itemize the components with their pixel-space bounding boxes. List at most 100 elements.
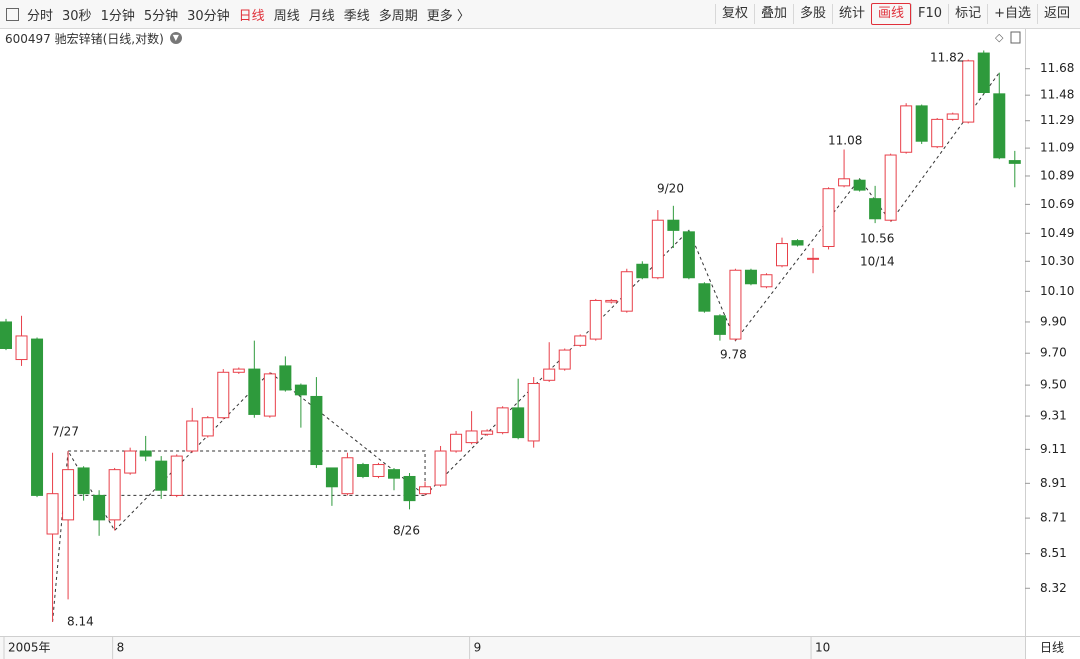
candle-body <box>791 240 804 246</box>
y-tick-label: 9.11 <box>1040 442 1067 456</box>
candle-body <box>682 231 695 279</box>
annotation: 9.78 <box>720 348 747 362</box>
candle-body <box>325 467 338 488</box>
candle-body <box>776 243 788 267</box>
candle-body <box>388 469 400 479</box>
tool-buttons: 复权 叠加 多股 统计 画线 F10 标记 +自选 返回 <box>714 0 1076 28</box>
y-tick-label: 8.91 <box>1040 476 1067 490</box>
y-tick-label: 8.32 <box>1040 581 1067 595</box>
candle-body <box>139 450 152 457</box>
candle-body <box>155 460 168 491</box>
x-tick-label: 10 <box>815 641 830 655</box>
candle-body <box>993 93 1006 159</box>
candle-body <box>574 335 587 346</box>
candle-body <box>838 178 851 187</box>
period-tab[interactable]: 30秒 <box>62 8 92 24</box>
candle-body <box>869 198 882 220</box>
y-tick-label: 11.68 <box>1040 61 1074 75</box>
candle-body <box>186 420 199 452</box>
y-tick-label: 9.90 <box>1040 314 1067 328</box>
tool-button[interactable]: 返回 <box>1036 4 1076 24</box>
period-tab[interactable]: 30分钟 <box>187 8 230 24</box>
period-tab[interactable]: 季线 <box>343 8 370 24</box>
tool-button[interactable]: 统计 <box>832 4 871 24</box>
diamond-icon[interactable]: ◇ <box>995 31 1004 44</box>
period-tab[interactable]: 分时 <box>27 8 54 24</box>
window-icon[interactable] <box>1010 31 1021 44</box>
y-tick-label: 11.09 <box>1040 141 1074 155</box>
annotation: 11.08 <box>828 134 862 148</box>
candle-body <box>853 179 866 191</box>
toggle-icon[interactable] <box>6 7 19 21</box>
tool-button[interactable]: 叠加 <box>753 4 793 24</box>
y-tick-label: 9.50 <box>1040 378 1067 392</box>
y-tick-label: 8.71 <box>1040 511 1067 525</box>
candle-body <box>915 105 928 142</box>
tool-button[interactable]: 多股 <box>792 4 832 24</box>
candle-body <box>93 494 106 521</box>
candle-body <box>46 493 59 535</box>
period-tab[interactable]: 月线 <box>308 8 335 24</box>
y-tick-label: 9.31 <box>1040 409 1067 423</box>
annotation: 7/27 <box>52 425 79 439</box>
candle-body <box>760 274 773 288</box>
candle-body <box>108 469 121 521</box>
candle-body <box>170 455 183 496</box>
y-tick-label: 10.69 <box>1040 197 1074 211</box>
candle-body <box>543 368 556 381</box>
candle-body <box>807 257 820 260</box>
tool-button[interactable]: 复权 <box>714 4 754 24</box>
candle-body <box>946 113 959 120</box>
y-tick-label: 8.51 <box>1040 546 1067 560</box>
annotation: 8/26 <box>393 524 420 538</box>
tool-button[interactable]: 画线 <box>871 3 912 25</box>
tool-button[interactable]: 标记 <box>948 4 987 24</box>
candle-body <box>232 368 245 373</box>
candle-body <box>481 430 494 435</box>
y-tick-label: 10.89 <box>1040 168 1074 182</box>
annotation: 9/20 <box>657 182 684 196</box>
candle-body <box>636 263 649 279</box>
candle-body <box>465 430 478 444</box>
y-tick-label: 10.10 <box>1040 284 1074 298</box>
candle-body <box>744 269 757 285</box>
period-label[interactable]: 日线 <box>1040 641 1064 655</box>
candle-body <box>31 338 44 496</box>
toolbar: 分时 30秒 1分钟 5分钟 30分钟 日线 周线 月线 季线 多周期 更多 〉 复权 叠加 多股 统计画… <box>0 0 1080 29</box>
tool-button[interactable]: F10 <box>911 4 948 24</box>
candle-body <box>294 384 307 396</box>
candle-body <box>15 335 28 361</box>
annotation: 8.14 <box>67 615 94 629</box>
x-axis-bar <box>0 637 1025 659</box>
candle-body <box>434 450 447 486</box>
candle-body <box>248 368 261 415</box>
candle-body <box>356 464 369 477</box>
candle-body <box>527 383 540 442</box>
candle-body <box>605 299 618 303</box>
candle-body <box>962 60 975 123</box>
x-tick-label: 8 <box>117 641 125 655</box>
candle-body <box>931 118 944 148</box>
x-tick-label: 9 <box>474 641 482 655</box>
tool-button[interactable]: +自选 <box>987 4 1037 24</box>
candle-body <box>884 154 897 221</box>
period-tab[interactable]: 日线 <box>238 8 265 24</box>
stock-title: 600497 驰宏锌锗(日线,对数) <box>5 31 164 46</box>
candle-body <box>822 188 835 247</box>
candle-body <box>698 283 711 312</box>
period-tab[interactable]: 5分钟 <box>143 8 179 24</box>
candle-body <box>496 407 509 434</box>
period-tab[interactable]: 周线 <box>273 8 300 24</box>
dropdown-icon[interactable]: ▼ <box>169 32 182 44</box>
candle-body <box>589 299 602 340</box>
candle-body <box>201 417 214 437</box>
period-tab[interactable]: 1分钟 <box>100 8 135 24</box>
period-tab[interactable]: 更多 〉 <box>426 8 470 24</box>
candle-body <box>512 407 525 439</box>
candle-body <box>341 457 354 495</box>
candle-body <box>62 469 75 521</box>
period-tab[interactable]: 多周期 <box>378 8 418 24</box>
period-tabs: 分时 30秒 1分钟 5分钟 30分钟 日线 周线 月线 季线 多周期 更多 〉 <box>6 0 479 28</box>
candle-body <box>77 467 90 495</box>
